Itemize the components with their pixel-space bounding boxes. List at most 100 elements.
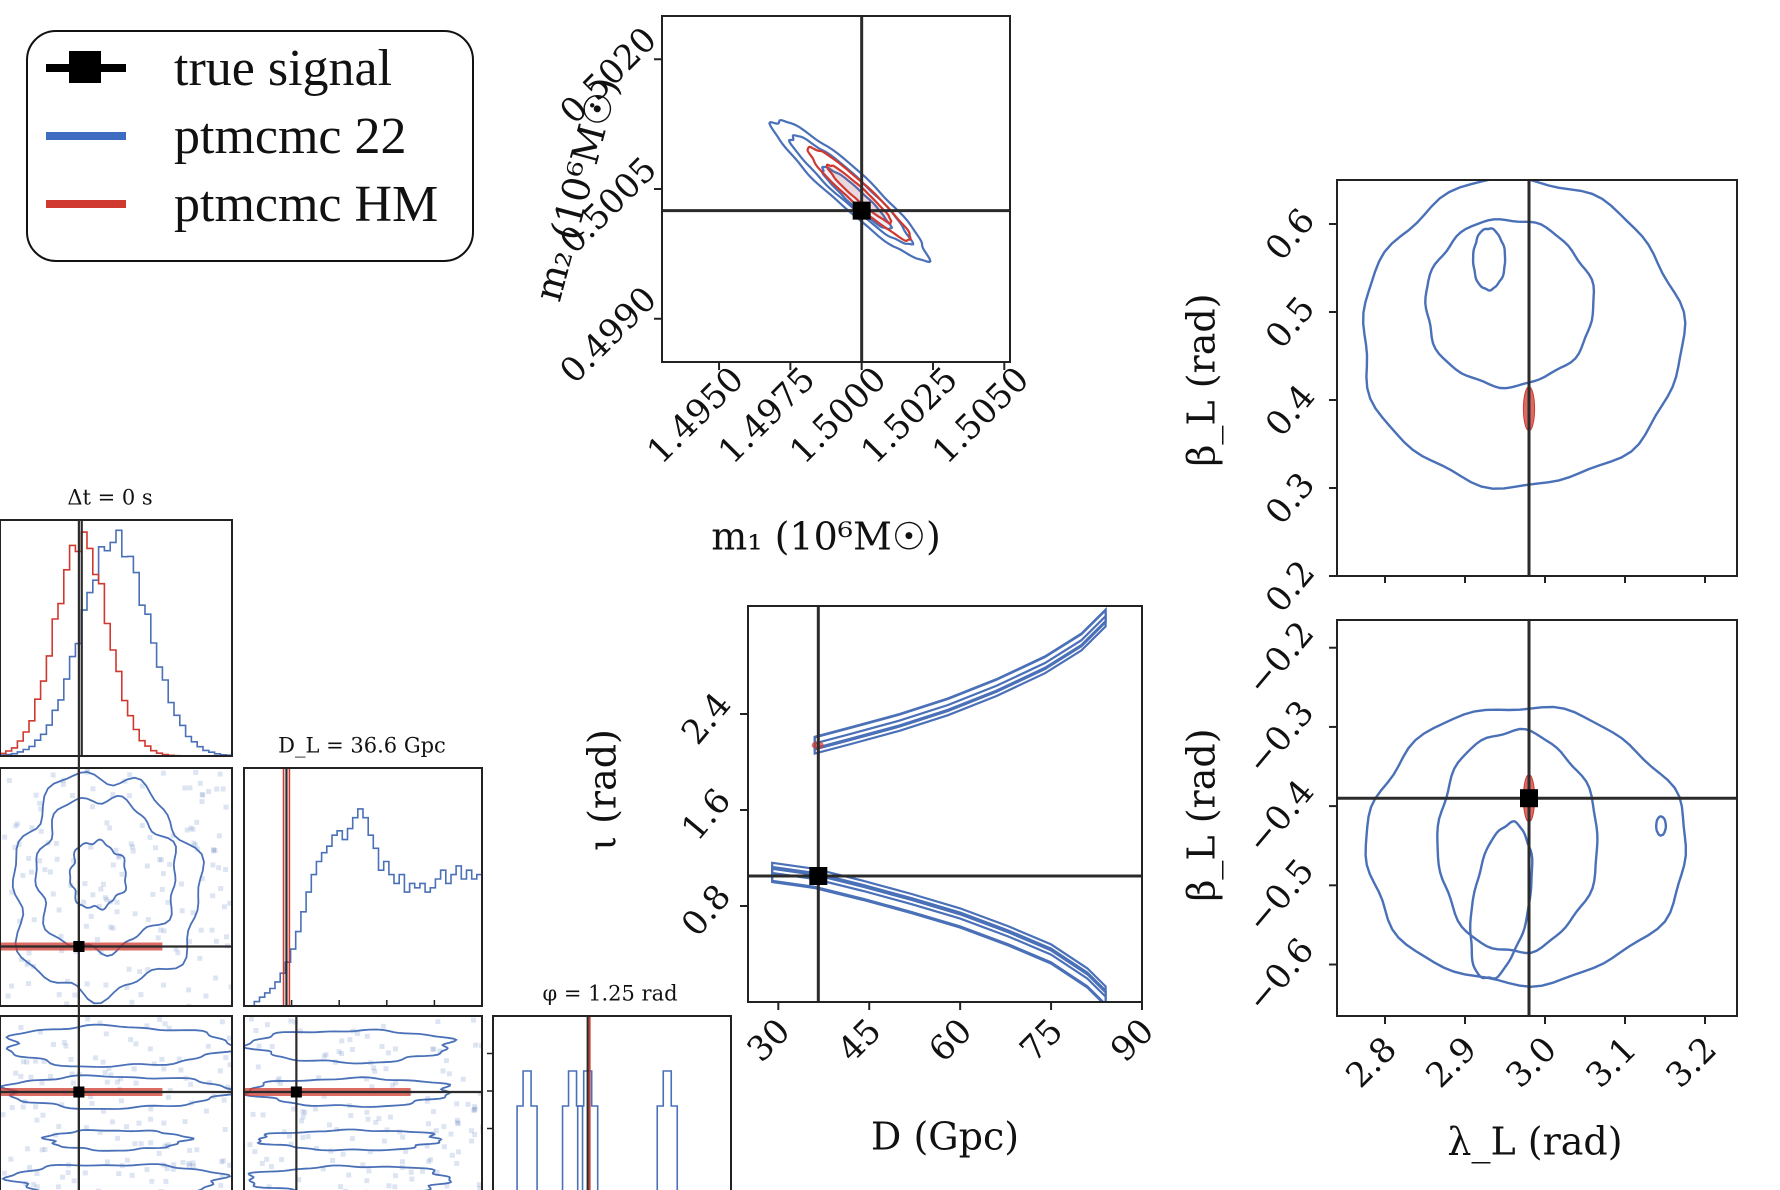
- density-cell: [205, 1043, 211, 1049]
- density-cell: [188, 825, 194, 831]
- density-cell: [297, 1028, 303, 1034]
- panel-clip-group: [0, 768, 232, 1006]
- density-cell: [83, 923, 89, 929]
- density-cell: [199, 876, 205, 882]
- density-cell: [107, 825, 113, 831]
- density-cell: [148, 1116, 154, 1122]
- density-cell: [132, 911, 138, 917]
- density-cell: [147, 834, 153, 840]
- density-cell: [119, 871, 125, 877]
- density-cell: [155, 935, 161, 941]
- density-cell: [100, 1059, 106, 1065]
- density-cell: [165, 1142, 171, 1148]
- density-cell: [176, 1056, 182, 1062]
- density-cell: [19, 957, 25, 963]
- density-cell: [60, 781, 66, 787]
- density-cell: [5, 993, 11, 999]
- density-cell: [379, 1044, 385, 1050]
- density-cell: [471, 1107, 477, 1113]
- density-cell: [211, 848, 217, 854]
- density-cell: [6, 778, 12, 784]
- y-tick-label: 0.5: [1258, 289, 1323, 356]
- blue-contour: [1, 1163, 232, 1190]
- density-cell: [133, 1080, 139, 1086]
- density-cell: [82, 1170, 88, 1176]
- density-cell: [192, 842, 198, 848]
- density-cell: [399, 1159, 405, 1165]
- density-cell: [269, 1044, 275, 1050]
- density-cell: [165, 899, 171, 905]
- density-cell: [158, 1188, 164, 1190]
- density-cell: [28, 869, 34, 875]
- density-cell: [100, 881, 106, 887]
- density-cell: [138, 992, 144, 998]
- density-cell: [471, 1017, 477, 1023]
- density-cell: [253, 1027, 259, 1033]
- density-cell: [159, 1056, 165, 1062]
- y-axis-label: β_L (rad): [1180, 728, 1225, 901]
- density-cell: [460, 1076, 466, 1082]
- density-cell: [477, 1090, 482, 1096]
- density-cell: [60, 1174, 66, 1180]
- density-cell: [376, 1116, 382, 1122]
- density-cell: [145, 917, 151, 923]
- density-cell: [444, 1183, 450, 1189]
- density-cell: [443, 1058, 449, 1064]
- density-cell: [409, 1176, 415, 1182]
- density-cell: [104, 897, 110, 903]
- density-cell: [39, 1147, 45, 1153]
- density-cell: [220, 1158, 226, 1164]
- density-cell: [58, 933, 64, 939]
- density-cell: [191, 1163, 197, 1169]
- density-cell: [179, 908, 185, 914]
- x-tick-label: 45: [830, 1011, 889, 1070]
- truth-marker: [852, 201, 871, 220]
- density-cell: [387, 1114, 393, 1120]
- y-tick-label: 1.6: [674, 781, 739, 848]
- density-cell: [129, 844, 135, 850]
- density-cell: [393, 1080, 399, 1086]
- density-cell: [31, 917, 37, 923]
- density-cell: [264, 1156, 270, 1162]
- density-cell: [150, 891, 156, 897]
- x-axis-label: m₁ (10⁶M☉): [711, 515, 941, 559]
- density-cell: [158, 857, 164, 863]
- x-axis-label: λ_L (rad): [1447, 1120, 1622, 1165]
- density-cell: [173, 946, 179, 952]
- density-cell: [408, 1169, 414, 1175]
- density-cell: [95, 1188, 101, 1190]
- density-cell: [84, 981, 90, 987]
- density-cell: [50, 772, 56, 778]
- density-cell: [132, 1141, 138, 1147]
- density-cell: [187, 1147, 193, 1153]
- x-tick-label: 3.0: [1498, 1029, 1565, 1096]
- density-cell: [85, 768, 91, 774]
- density-cell: [288, 1018, 294, 1024]
- density-cell: [16, 841, 22, 847]
- density-cell: [9, 889, 15, 895]
- density-cell: [34, 1117, 40, 1123]
- legend-label: ptmcmc 22: [174, 108, 407, 165]
- density-cell: [198, 927, 204, 933]
- density-cell: [367, 1149, 373, 1155]
- density-cell: [118, 1098, 124, 1104]
- density-cell: [190, 1160, 196, 1166]
- density-cell: [472, 1106, 478, 1112]
- density-cell: [456, 1149, 462, 1155]
- density-cell: [188, 1081, 194, 1087]
- y-tick-label: −0.5: [1239, 852, 1323, 941]
- density-cell: [392, 1173, 398, 1179]
- density-cell: [281, 1129, 287, 1135]
- panel-clip-group: [0, 1016, 232, 1190]
- density-cell: [88, 844, 94, 850]
- density-cell: [116, 853, 122, 859]
- density-cell: [129, 999, 135, 1005]
- density-cell: [222, 1127, 228, 1133]
- density-cell: [454, 1117, 460, 1123]
- density-cell: [190, 826, 196, 832]
- panel-phi-hist-frame: [492, 1015, 732, 1190]
- density-cell: [108, 924, 114, 930]
- density-cell: [213, 975, 219, 981]
- density-cell: [337, 1184, 343, 1190]
- density-cell: [20, 1104, 26, 1110]
